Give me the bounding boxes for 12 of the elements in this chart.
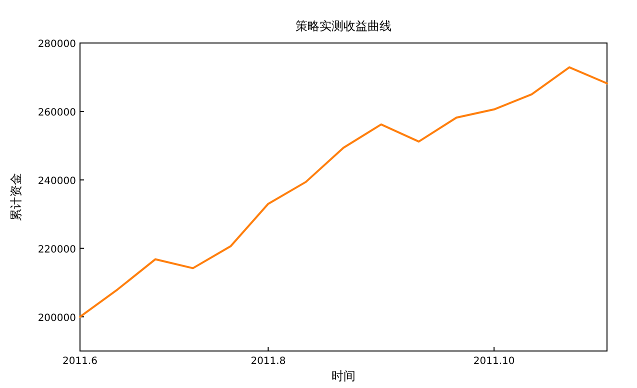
y-tick-label: 260000 — [38, 107, 76, 118]
x-tick-label: 2011.10 — [473, 356, 515, 367]
y-tick-label: 280000 — [38, 39, 76, 50]
y-axis-title: 累计资金 — [9, 173, 23, 221]
y-tick-label: 200000 — [38, 312, 76, 324]
chart-title: 策略实测收益曲线 — [296, 19, 392, 33]
line-series — [79, 66, 608, 318]
y-tick-label: 220000 — [38, 244, 76, 256]
x-tick-label: 2011.8 — [250, 356, 286, 367]
x-tick-label: 2011.6 — [62, 356, 98, 367]
x-axis-title: 时间 — [332, 369, 356, 383]
y-tick-label: 240000 — [38, 176, 76, 187]
